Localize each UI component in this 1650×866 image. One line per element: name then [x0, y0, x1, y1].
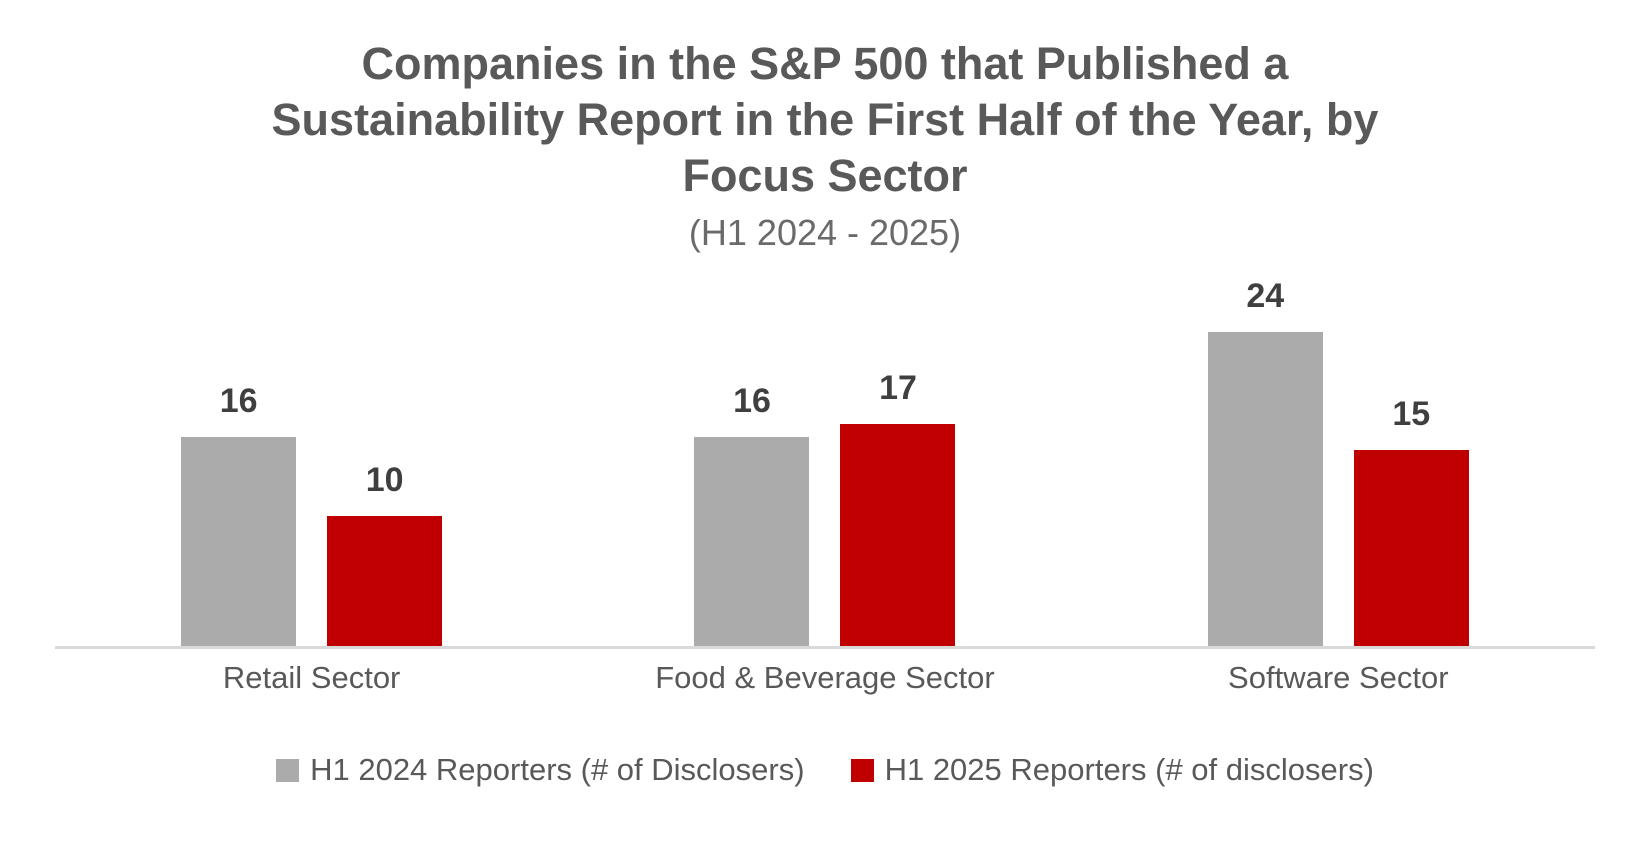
x-axis-line	[55, 646, 1595, 649]
legend-item-h1-2025: H1 2025 Reporters (# of disclosers)	[850, 752, 1374, 788]
legend-swatch-red	[850, 758, 874, 782]
data-label: 16	[733, 382, 771, 420]
category-label-software: Software Sector	[1228, 660, 1449, 695]
chart-title: Companies in the S&P 500 that Published …	[271, 38, 1379, 201]
chart-subtitle: (H1 2024 - 2025)	[688, 212, 962, 253]
bar-col: 15	[1353, 395, 1469, 647]
legend-item-h1-2024: H1 2024 Reporters (# of Disclosers)	[276, 752, 805, 788]
bar-col: 24	[1207, 277, 1323, 647]
bar-col: 16	[181, 382, 297, 647]
bar-col: 16	[694, 382, 810, 647]
bar-h1-2025-software	[1353, 450, 1469, 647]
bar-group-software: 24 15	[1082, 240, 1595, 647]
legend-label: H1 2025 Reporters (# of disclosers)	[884, 752, 1374, 787]
bar-col: 10	[327, 460, 443, 647]
category-label-food-beverage: Food & Beverage Sector	[655, 660, 995, 695]
legend: H1 2024 Reporters (# of Disclosers) H1 2…	[0, 752, 1650, 788]
bar-col: 17	[840, 368, 956, 647]
bar-groups: 16 10 16 17 24	[55, 240, 1595, 647]
bar-h1-2024-retail	[181, 437, 297, 647]
x-axis-labels: Retail Sector Food & Beverage Sector Sof…	[55, 660, 1595, 696]
bar-h1-2024-food-beverage	[694, 437, 810, 647]
data-label: 17	[879, 368, 917, 407]
category-label-retail: Retail Sector	[222, 660, 401, 695]
bar-group-retail: 16 10	[55, 240, 568, 647]
data-label: 15	[1392, 395, 1431, 434]
plot-area: 16 10 16 17 24	[55, 240, 1595, 649]
bar-h1-2025-food-beverage	[840, 423, 956, 647]
bar-group-food-beverage: 16 17	[568, 240, 1081, 647]
bar-h1-2024-software	[1207, 332, 1323, 647]
bar-h1-2025-retail	[327, 515, 443, 647]
data-label: 16	[219, 382, 258, 420]
legend-label: H1 2024 Reporters (# of Disclosers)	[310, 752, 805, 787]
legend-swatch-gray	[276, 758, 300, 782]
data-label: 24	[1246, 277, 1285, 315]
data-label: 10	[365, 460, 404, 499]
